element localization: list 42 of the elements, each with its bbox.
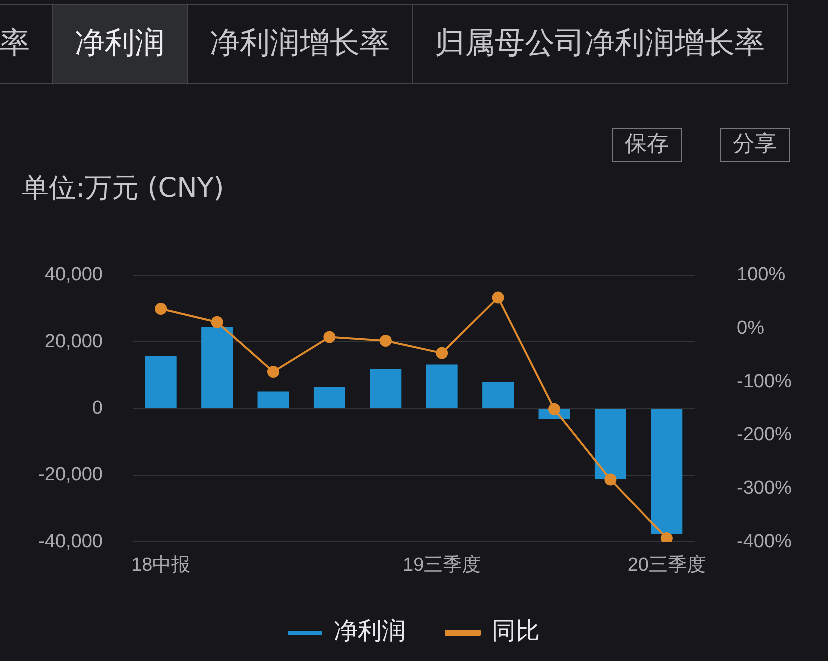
y-tick-label: 20,000 [44, 331, 103, 352]
bar [426, 364, 458, 408]
bar [145, 356, 177, 408]
point [660, 532, 673, 542]
point [548, 403, 560, 416]
bar [370, 369, 402, 408]
point [155, 303, 168, 316]
text: 归属母公司净利润增长率 [413, 5, 788, 83]
y-axis-title: 单位:万元 (CNY) [22, 172, 224, 206]
text: 率 [0, 5, 53, 83]
y-tick-label: -40,000 [38, 531, 103, 552]
text: 保存 [612, 128, 682, 162]
point [380, 335, 392, 348]
bar [651, 409, 683, 535]
y-tick-label: -20,000 [38, 464, 103, 486]
bar [482, 382, 514, 408]
bar [314, 387, 346, 408]
legend-label: 同比 [492, 617, 540, 646]
bar [202, 327, 234, 408]
x-tick-label: 19三季度 [403, 554, 482, 576]
point [268, 366, 280, 378]
bar [258, 392, 290, 408]
y2-tick-label: -100% [737, 371, 792, 392]
bar [594, 409, 626, 480]
text: 分享 [720, 128, 790, 162]
y2-tick-label: -200% [737, 424, 792, 446]
y-tick-label: 40,000 [44, 264, 103, 286]
y2-tick-label: 100% [737, 264, 786, 286]
point [436, 347, 448, 360]
point [492, 292, 504, 304]
x-tick-label: 18中报 [132, 554, 191, 576]
point [604, 474, 617, 486]
point [324, 331, 336, 344]
text: 净利润 [53, 5, 188, 83]
y2-tick-label: 0% [737, 318, 765, 339]
legend-label: 净利润 [334, 617, 406, 646]
y2-tick-label: -300% [737, 478, 792, 500]
x-tick-label: 20三季度 [628, 554, 706, 576]
y-tick-label: 0 [92, 398, 103, 420]
text: 净利润增长率 [188, 5, 413, 83]
point [211, 316, 224, 328]
y2-tick-label: -400% [737, 531, 792, 552]
